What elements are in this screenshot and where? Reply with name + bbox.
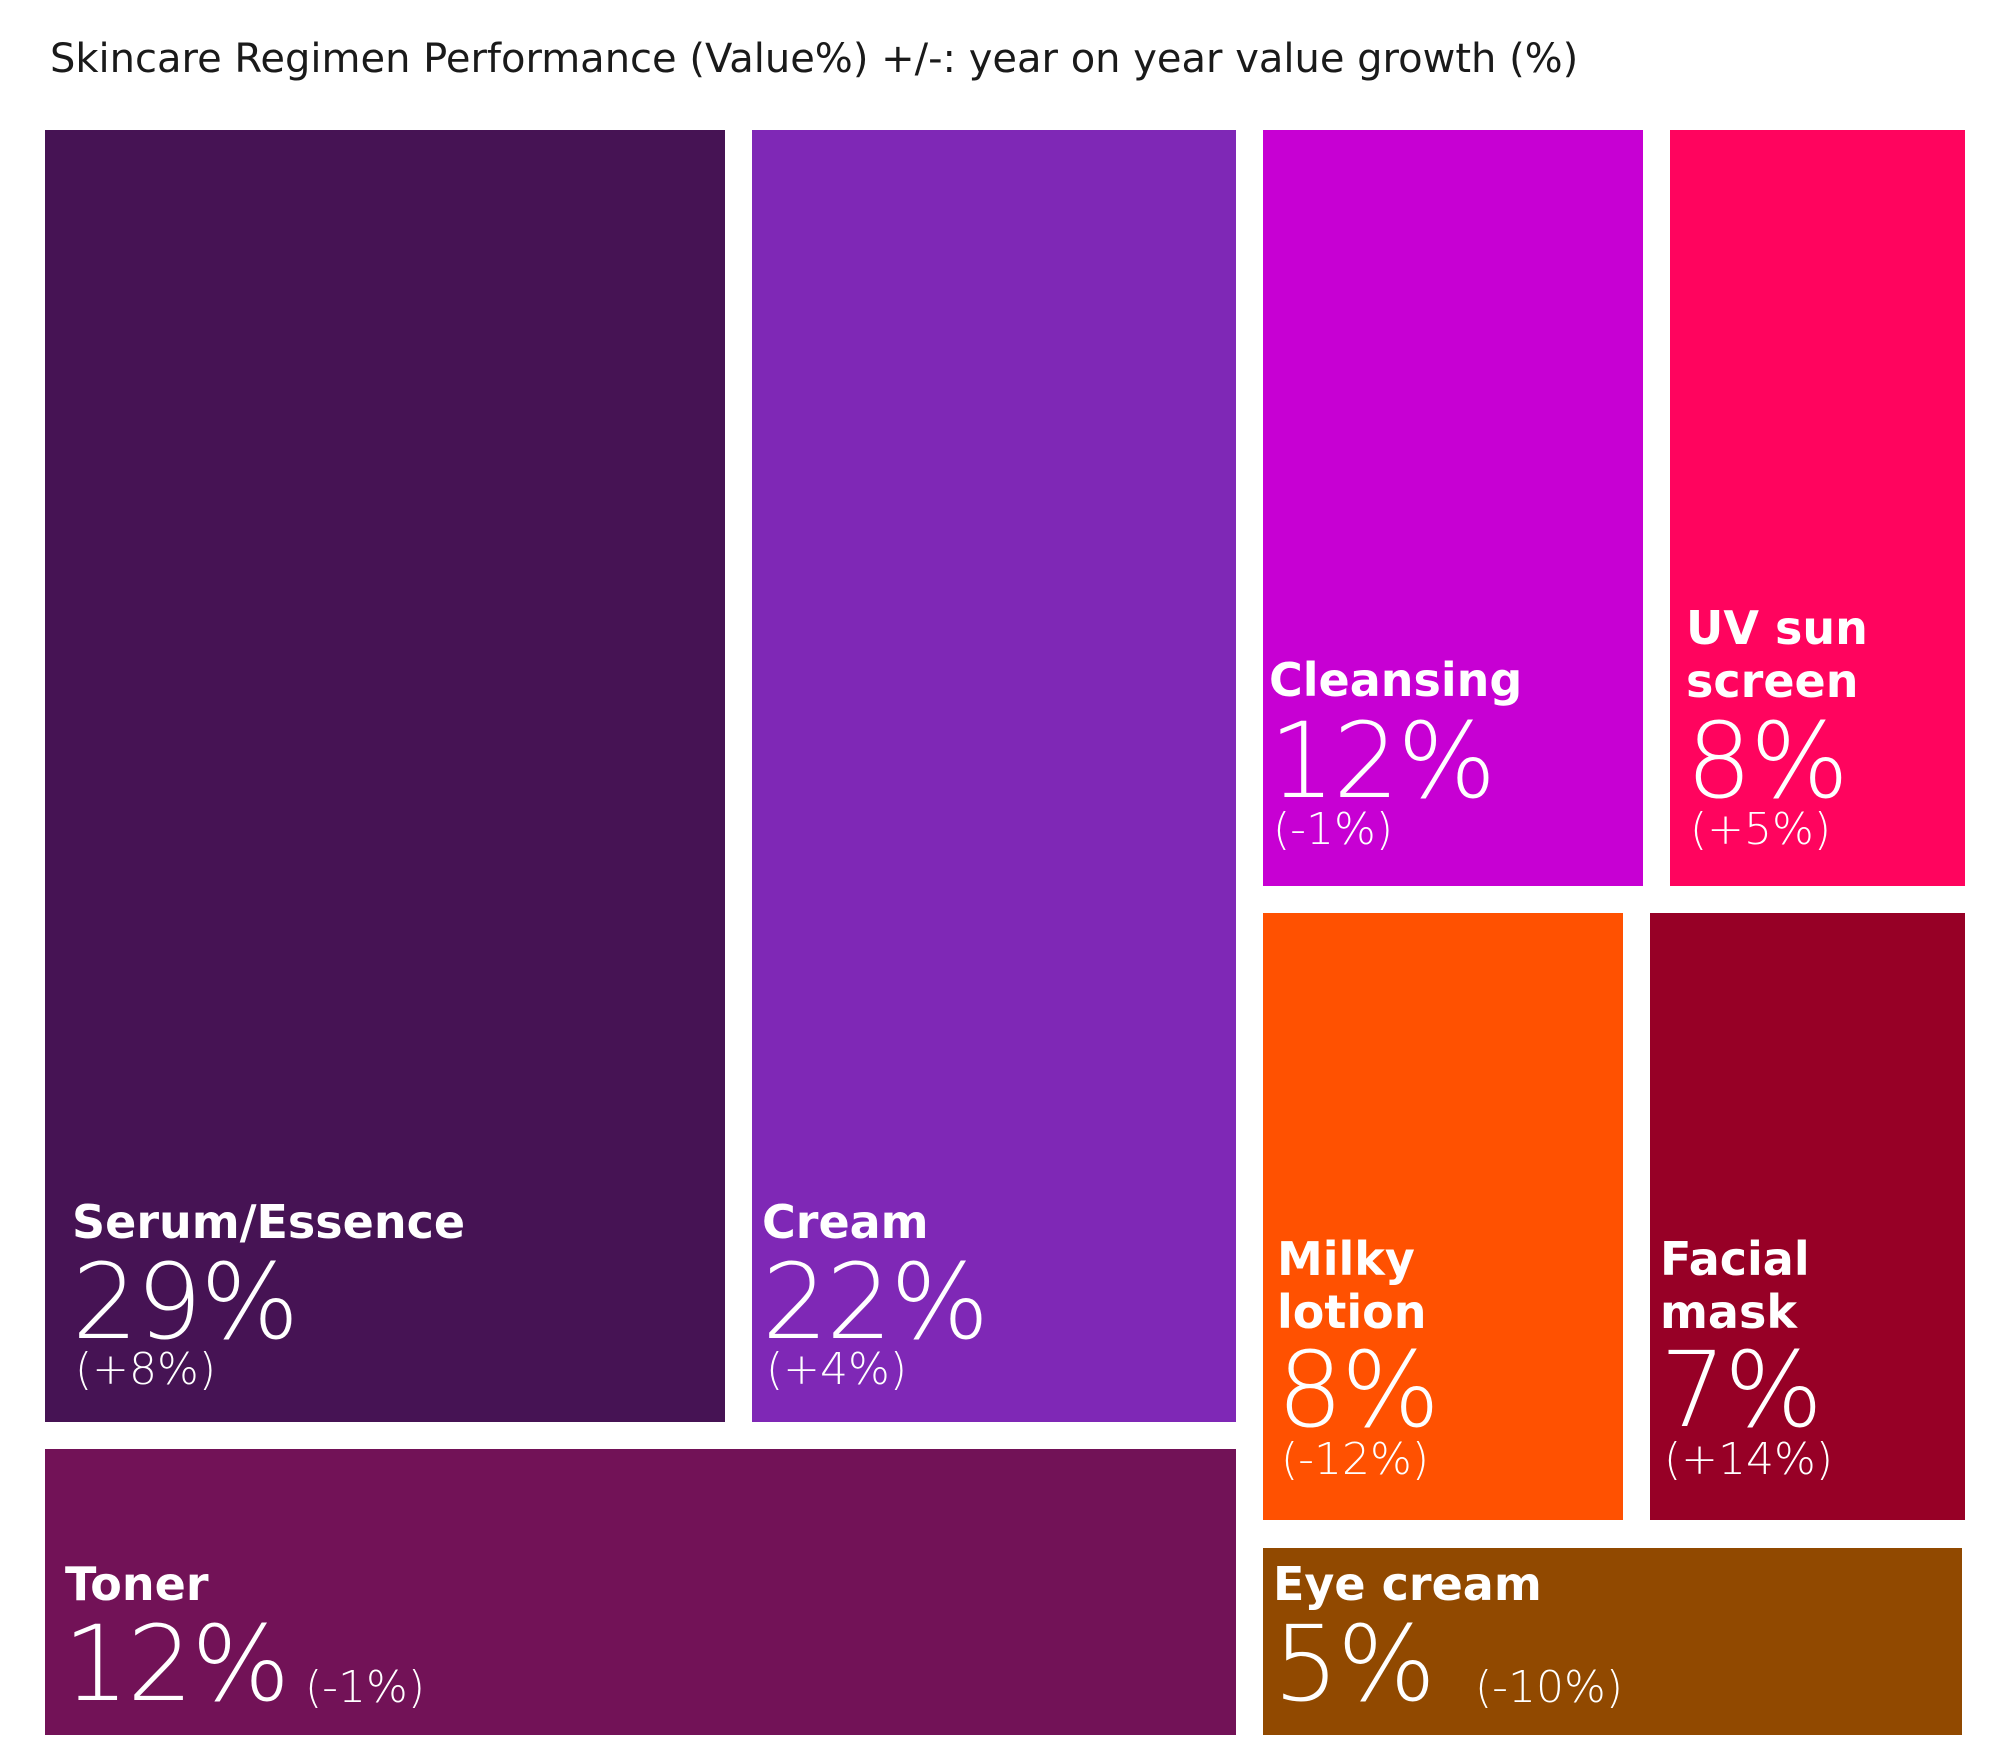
tile-value: 5% [1273,1603,1436,1725]
treemap-tile-toner: Toner 12% (-1%) [45,1449,1236,1735]
tile-label: Milky lotion [1277,1232,1427,1339]
tile-label: Toner [65,1557,209,1611]
tile-change: (+4%) [766,1344,908,1395]
tile-label: Facial mask [1660,1232,1810,1339]
tile-label: Cream [762,1195,929,1249]
treemap-tile-serum: Serum/Essence 29% (+8%) [45,130,725,1422]
treemap-tile-uv: UV sun screen 8% (+5%) [1670,130,1965,886]
treemap-tile-cleansing: Cleansing 12% (-1%) [1263,130,1643,886]
chart-title: Skincare Regimen Performance (Value%) +/… [50,36,1579,82]
tile-value: 22% [762,1241,989,1363]
tile-value: 7% [1660,1329,1823,1451]
tile-change: (+14%) [1664,1434,1833,1485]
tile-change: (+8%) [75,1344,217,1395]
tile-label: Cleansing [1269,653,1523,707]
tile-value: 12% [1269,700,1496,822]
tile-value: 8% [1277,1329,1440,1451]
treemap-tile-mask: Facial mask 7% (+14%) [1650,913,1965,1520]
tile-change: (-12%) [1281,1434,1430,1485]
tile-value: 12% [63,1603,290,1725]
treemap-tile-milky: Milky lotion 8% (-12%) [1263,913,1623,1520]
tile-value: 29% [72,1241,299,1363]
tile-change: (-10%) [1475,1662,1624,1713]
tile-change: (-1%) [1273,804,1394,855]
tile-label: Eye cream [1273,1557,1542,1611]
tile-label: Serum/Essence [72,1195,466,1249]
tile-value: 8% [1686,700,1849,822]
tile-label: UV sun screen [1686,601,1868,708]
tile-change: (-1%) [305,1662,426,1713]
treemap-tile-cream: Cream 22% (+4%) [752,130,1236,1422]
treemap-tile-eye: Eye cream 5% (-10%) [1263,1548,1962,1735]
tile-change: (+5%) [1690,804,1832,855]
